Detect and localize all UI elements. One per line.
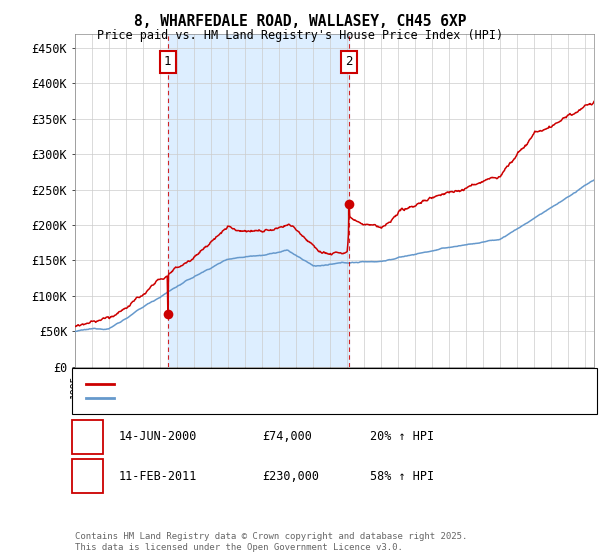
Text: 58% ↑ HPI: 58% ↑ HPI — [370, 469, 434, 483]
Text: £74,000: £74,000 — [262, 430, 312, 444]
Text: 11-FEB-2011: 11-FEB-2011 — [118, 469, 197, 483]
Text: 2: 2 — [346, 55, 353, 68]
Text: Contains HM Land Registry data © Crown copyright and database right 2025.
This d: Contains HM Land Registry data © Crown c… — [75, 532, 467, 552]
Text: £230,000: £230,000 — [262, 469, 319, 483]
Text: 2: 2 — [84, 469, 91, 483]
Text: 1: 1 — [84, 430, 91, 444]
Text: 20% ↑ HPI: 20% ↑ HPI — [370, 430, 434, 444]
Text: 8, WHARFEDALE ROAD, WALLASEY, CH45 6XP: 8, WHARFEDALE ROAD, WALLASEY, CH45 6XP — [134, 14, 466, 29]
Text: 8, WHARFEDALE ROAD, WALLASEY, CH45 6XP (semi-detached house): 8, WHARFEDALE ROAD, WALLASEY, CH45 6XP (… — [120, 379, 495, 389]
Bar — [168, 34, 349, 367]
Text: 1: 1 — [164, 55, 172, 68]
Text: Price paid vs. HM Land Registry's House Price Index (HPI): Price paid vs. HM Land Registry's House … — [97, 29, 503, 42]
Text: HPI: Average price, semi-detached house, Wirral: HPI: Average price, semi-detached house,… — [120, 393, 414, 403]
Text: 14-JUN-2000: 14-JUN-2000 — [118, 430, 197, 444]
